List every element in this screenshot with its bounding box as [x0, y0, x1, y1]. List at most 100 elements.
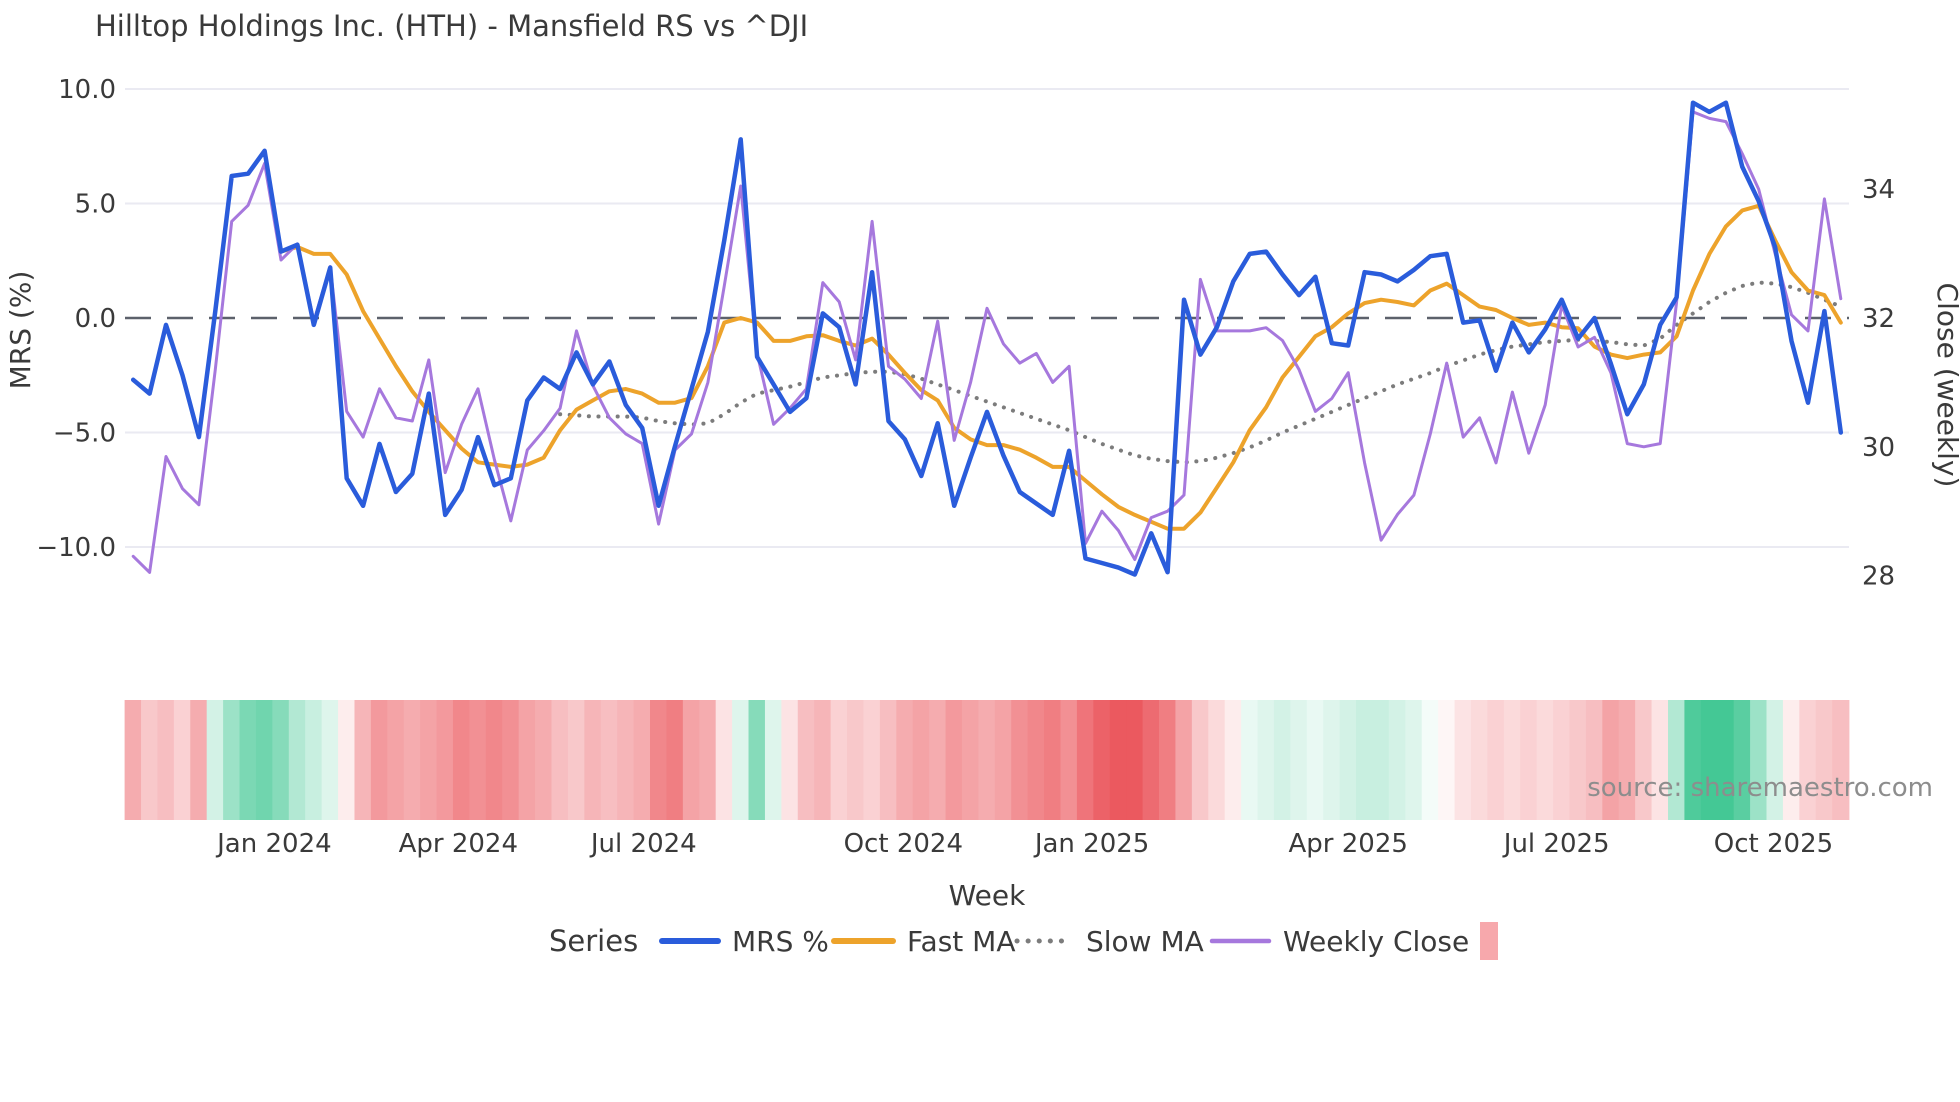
heat-strip	[124, 700, 1850, 820]
heat-cell	[1027, 700, 1045, 820]
heat-cell	[1815, 700, 1833, 820]
heat-strip-swatch-icon	[1480, 922, 1498, 960]
heat-cell	[452, 700, 471, 820]
heat-cell	[650, 700, 668, 820]
right-tick-30: 30	[1862, 433, 1895, 463]
heat-cell	[1323, 700, 1341, 820]
right-tick-32: 32	[1862, 304, 1895, 334]
heat-cell	[387, 700, 405, 820]
heat-cell	[1438, 700, 1456, 820]
heat-cell	[1405, 700, 1423, 820]
heat-cell	[1782, 700, 1801, 820]
heat-cell	[206, 700, 224, 820]
legend-title: Series	[549, 924, 638, 958]
heat-cell	[1520, 700, 1538, 820]
heat-cell	[403, 700, 421, 820]
heat-cell	[699, 700, 717, 820]
gridlines	[125, 88, 1849, 548]
heat-cell	[502, 700, 520, 820]
heat-cell	[1421, 700, 1439, 820]
heat-cell	[814, 700, 832, 820]
heat-cell	[1733, 700, 1751, 820]
heat-cell	[338, 700, 356, 820]
heat-cell	[1667, 700, 1686, 820]
heat-cell	[1356, 700, 1374, 820]
heat-cell	[1684, 700, 1702, 820]
heat-cell	[535, 700, 553, 820]
heat-cell	[1388, 700, 1407, 820]
x-tick-labels: Jan 2024 Apr 2024 Jul 2024 Oct 2024 Jan …	[215, 829, 1833, 859]
heat-cell	[1651, 700, 1669, 820]
x-axis-title: Week	[949, 879, 1026, 912]
heat-cell	[1454, 700, 1472, 820]
heat-cell	[781, 700, 799, 820]
heat-cell	[1109, 700, 1127, 820]
heat-cell	[1635, 700, 1653, 820]
legend-label-mrs: MRS %	[732, 925, 829, 958]
chart-title: Hilltop Holdings Inc. (HTH) - Mansfield …	[95, 9, 808, 43]
heat-cell	[1126, 700, 1144, 820]
heat-cell	[847, 700, 865, 820]
x-tick-jan-2025: Jan 2025	[1033, 829, 1150, 859]
heat-cell	[272, 700, 290, 820]
heat-cell	[141, 700, 159, 820]
heat-cell	[1060, 700, 1078, 820]
heat-cell	[370, 700, 389, 820]
heat-cell	[1618, 700, 1636, 820]
heat-cell	[715, 700, 733, 820]
heat-cell	[1306, 700, 1324, 820]
heat-cell	[666, 700, 684, 820]
heat-cell	[485, 700, 504, 820]
heat-cell	[633, 700, 651, 820]
heat-cell	[617, 700, 635, 820]
heat-cell	[239, 700, 257, 820]
heat-cell	[1208, 700, 1226, 820]
heat-cell	[1700, 700, 1719, 820]
right-tick-28: 28	[1862, 562, 1895, 592]
heat-cell	[1717, 700, 1735, 820]
series-lines	[130, 100, 1844, 577]
heat-cell	[1602, 700, 1620, 820]
heat-cell	[732, 700, 750, 820]
heat-cell	[223, 700, 241, 820]
heat-cell	[1536, 700, 1554, 820]
left-tick-neg5: −5.0	[53, 419, 116, 449]
heat-cell	[600, 700, 618, 820]
heat-cell	[682, 700, 701, 820]
heat-cell	[1487, 700, 1505, 820]
x-tick-apr-2025: Apr 2025	[1288, 829, 1407, 859]
x-tick-jul-2025: Jul 2025	[1502, 829, 1610, 859]
heat-cell	[1044, 700, 1062, 820]
heat-cell	[321, 700, 339, 820]
heat-cell	[879, 700, 898, 820]
series-line-fast-ma	[279, 203, 1843, 531]
heat-cell	[1159, 700, 1177, 820]
heat-cell	[1372, 700, 1390, 820]
series-line-weekly-close	[131, 110, 1843, 574]
heat-cell	[1142, 700, 1160, 820]
heat-cell	[1750, 700, 1768, 820]
x-tick-jan-2024: Jan 2024	[215, 829, 332, 859]
heat-cell	[797, 700, 815, 820]
heat-cell	[1241, 700, 1259, 820]
heat-cell	[1093, 700, 1111, 820]
heat-cell	[1273, 700, 1292, 820]
heat-cell	[994, 700, 1013, 820]
right-tick-34: 34	[1862, 175, 1895, 205]
heat-cell	[896, 700, 914, 820]
heat-cell	[764, 700, 783, 820]
left-tick-5: 5.0	[75, 190, 116, 220]
heat-cell	[1257, 700, 1275, 820]
heat-cell	[1503, 700, 1522, 820]
heat-cell	[961, 700, 980, 820]
heat-cell	[1011, 700, 1029, 820]
heat-cell	[929, 700, 947, 820]
heat-cell	[420, 700, 438, 820]
x-tick-jul-2024: Jul 2024	[589, 829, 697, 859]
heat-cell	[912, 700, 930, 820]
left-tick-neg10: −10.0	[36, 533, 116, 563]
heat-cell	[748, 700, 766, 820]
heat-cell	[1553, 700, 1571, 820]
heat-cell	[1191, 700, 1210, 820]
heat-cell	[157, 700, 175, 820]
